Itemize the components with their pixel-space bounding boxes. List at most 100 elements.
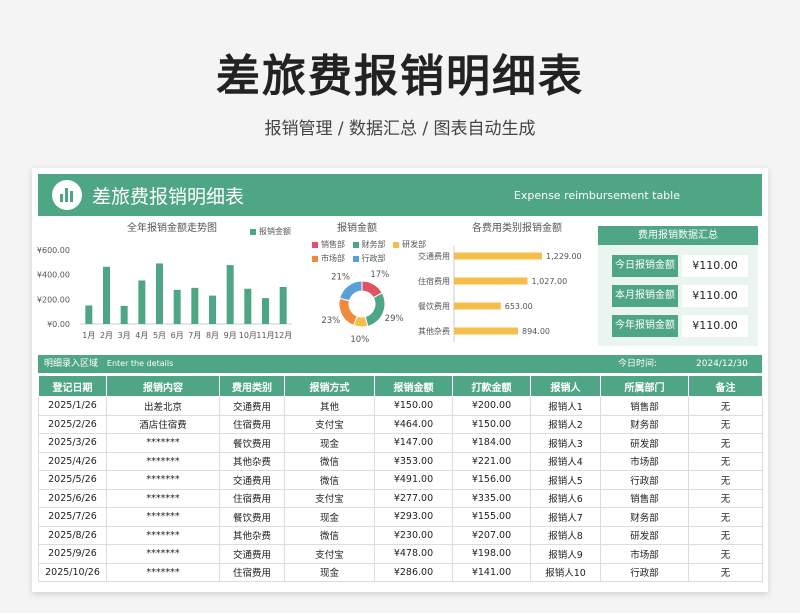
table-cell[interactable]: 报销人10 (530, 562, 601, 582)
table-cell[interactable]: 财务部 (600, 507, 689, 527)
table-cell[interactable]: 无 (688, 562, 763, 582)
table-cell[interactable]: ¥221.00 (452, 451, 531, 471)
table-cell[interactable]: ******* (106, 507, 220, 527)
table-cell[interactable]: 无 (688, 396, 763, 416)
table-row[interactable]: 2025/6/26 ******* 住宿费用 支付宝 ¥277.00 ¥335.00 报销人… (38, 488, 763, 508)
table-cell[interactable]: 住宿费用 (219, 562, 285, 582)
table-cell[interactable]: 报销人4 (530, 451, 601, 471)
table-row[interactable]: 2025/3/26 ******* 餐饮费用 现金 ¥147.00 ¥184.00 报销人3… (38, 433, 763, 453)
table-cell[interactable]: 住宿费用 (219, 488, 285, 508)
table-cell[interactable]: 财务部 (600, 414, 689, 434)
table-row[interactable]: 2025/5/26 ******* 交通费用 微信 ¥491.00 ¥156.00 报销人5… (38, 470, 763, 490)
table-cell[interactable]: 支付宝 (284, 488, 375, 508)
table-cell[interactable]: 其他杂费 (219, 451, 285, 471)
table-cell[interactable]: ******* (106, 525, 220, 545)
table-row[interactable]: 2025/1/26 出差北京 交通费用 其他 ¥150.00 ¥200.00 报销人1 销售部… (38, 396, 763, 416)
table-cell[interactable]: 其他杂费 (219, 525, 285, 545)
table-cell[interactable]: 出差北京 (106, 396, 220, 416)
table-cell[interactable]: 现金 (284, 562, 375, 582)
table-cell[interactable]: 销售部 (600, 396, 689, 416)
table-cell[interactable]: ¥141.00 (452, 562, 531, 582)
table-cell[interactable]: 交通费用 (219, 396, 285, 416)
table-cell[interactable]: 无 (688, 433, 763, 453)
table-cell[interactable]: ¥464.00 (374, 414, 453, 434)
table-cell[interactable]: 研发部 (600, 433, 689, 453)
table-cell[interactable]: ¥230.00 (374, 525, 453, 545)
table-cell[interactable]: 餐饮费用 (219, 507, 285, 527)
table-row[interactable]: 2025/10/26 ******* 住宿费用 现金 ¥286.00 ¥141.00 报销人… (38, 562, 763, 582)
table-cell[interactable]: 市场部 (600, 451, 689, 471)
table-cell[interactable]: 2025/1/26 (38, 396, 107, 416)
table-cell[interactable]: 交通费用 (219, 470, 285, 490)
table-cell[interactable]: 无 (688, 544, 763, 564)
table-cell[interactable]: ******* (106, 562, 220, 582)
table-cell[interactable]: ******* (106, 451, 220, 471)
table-cell[interactable]: 现金 (284, 433, 375, 453)
table-cell[interactable]: 2025/9/26 (38, 544, 107, 564)
table-cell[interactable]: 其他 (284, 396, 375, 416)
table-cell[interactable]: ¥277.00 (374, 488, 453, 508)
table-cell[interactable]: 行政部 (600, 562, 689, 582)
table-cell[interactable]: 现金 (284, 507, 375, 527)
table-cell[interactable]: 微信 (284, 525, 375, 545)
table-cell[interactable]: 住宿费用 (219, 414, 285, 434)
table-cell[interactable]: ¥200.00 (452, 396, 531, 416)
table-cell[interactable]: 无 (688, 470, 763, 490)
table-cell[interactable]: 无 (688, 488, 763, 508)
table-cell[interactable]: ¥150.00 (374, 396, 453, 416)
table-row[interactable]: 2025/4/26 ******* 其他杂费 微信 ¥353.00 ¥221.00 报销人4… (38, 451, 763, 471)
table-cell[interactable]: ******* (106, 488, 220, 508)
table-cell[interactable]: 2025/2/26 (38, 414, 107, 434)
table-cell[interactable]: ******* (106, 544, 220, 564)
table-cell[interactable]: 无 (688, 507, 763, 527)
table-cell[interactable]: 2025/10/26 (38, 562, 107, 582)
table-cell[interactable]: ¥478.00 (374, 544, 453, 564)
table-cell[interactable]: 报销人3 (530, 433, 601, 453)
table-cell[interactable]: 报销人6 (530, 488, 601, 508)
table-cell[interactable]: ¥156.00 (452, 470, 531, 490)
table-row[interactable]: 2025/8/26 ******* 其他杂费 微信 ¥230.00 ¥207.00 报销人8… (38, 525, 763, 545)
table-cell[interactable]: 研发部 (600, 525, 689, 545)
table-cell[interactable]: 2025/7/26 (38, 507, 107, 527)
table-cell[interactable]: ¥293.00 (374, 507, 453, 527)
table-cell[interactable]: 酒店住宿费 (106, 414, 220, 434)
table-cell[interactable]: 交通费用 (219, 544, 285, 564)
table-cell[interactable]: 无 (688, 451, 763, 471)
table-cell[interactable]: 行政部 (600, 470, 689, 490)
table-cell[interactable]: 2025/3/26 (38, 433, 107, 453)
table-cell[interactable]: ******* (106, 470, 220, 490)
table-cell[interactable]: 2025/4/26 (38, 451, 107, 471)
table-cell[interactable]: ¥155.00 (452, 507, 531, 527)
table-row[interactable]: 2025/2/26 酒店住宿费 住宿费用 支付宝 ¥464.00 ¥150.00 报销人2 财… (38, 414, 763, 434)
table-cell[interactable]: 报销人7 (530, 507, 601, 527)
table-row[interactable]: 2025/9/26 ******* 交通费用 支付宝 ¥478.00 ¥198.00 报销人… (38, 544, 763, 564)
table-cell[interactable]: ¥147.00 (374, 433, 453, 453)
table-cell[interactable]: 报销人2 (530, 414, 601, 434)
table-cell[interactable]: 支付宝 (284, 414, 375, 434)
table-cell[interactable]: 微信 (284, 451, 375, 471)
table-cell[interactable]: ¥491.00 (374, 470, 453, 490)
table-cell[interactable]: ¥207.00 (452, 525, 531, 545)
table-cell[interactable]: 报销人5 (530, 470, 601, 490)
table-cell[interactable]: ¥335.00 (452, 488, 531, 508)
table-cell[interactable]: 无 (688, 414, 763, 434)
table-cell[interactable]: 2025/6/26 (38, 488, 107, 508)
table-cell[interactable]: 2025/8/26 (38, 525, 107, 545)
table-cell[interactable]: 报销人1 (530, 396, 601, 416)
table-cell[interactable]: 报销人9 (530, 544, 601, 564)
table-cell[interactable]: 支付宝 (284, 544, 375, 564)
table-cell[interactable]: ¥353.00 (374, 451, 453, 471)
table-cell[interactable]: ¥184.00 (452, 433, 531, 453)
table-row[interactable]: 2025/7/26 ******* 餐饮费用 现金 ¥293.00 ¥155.00 报销人7… (38, 507, 763, 527)
table-cell[interactable]: ¥286.00 (374, 562, 453, 582)
table-cell[interactable]: 报销人8 (530, 525, 601, 545)
table-cell[interactable]: ¥198.00 (452, 544, 531, 564)
table-cell[interactable]: 微信 (284, 470, 375, 490)
table-cell[interactable]: 2025/5/26 (38, 470, 107, 490)
table-cell[interactable]: 餐饮费用 (219, 433, 285, 453)
table-cell[interactable]: ¥150.00 (452, 414, 531, 434)
table-cell[interactable]: ******* (106, 433, 220, 453)
table-cell[interactable]: 无 (688, 525, 763, 545)
table-cell[interactable]: 销售部 (600, 488, 689, 508)
table-cell[interactable]: 市场部 (600, 544, 689, 564)
